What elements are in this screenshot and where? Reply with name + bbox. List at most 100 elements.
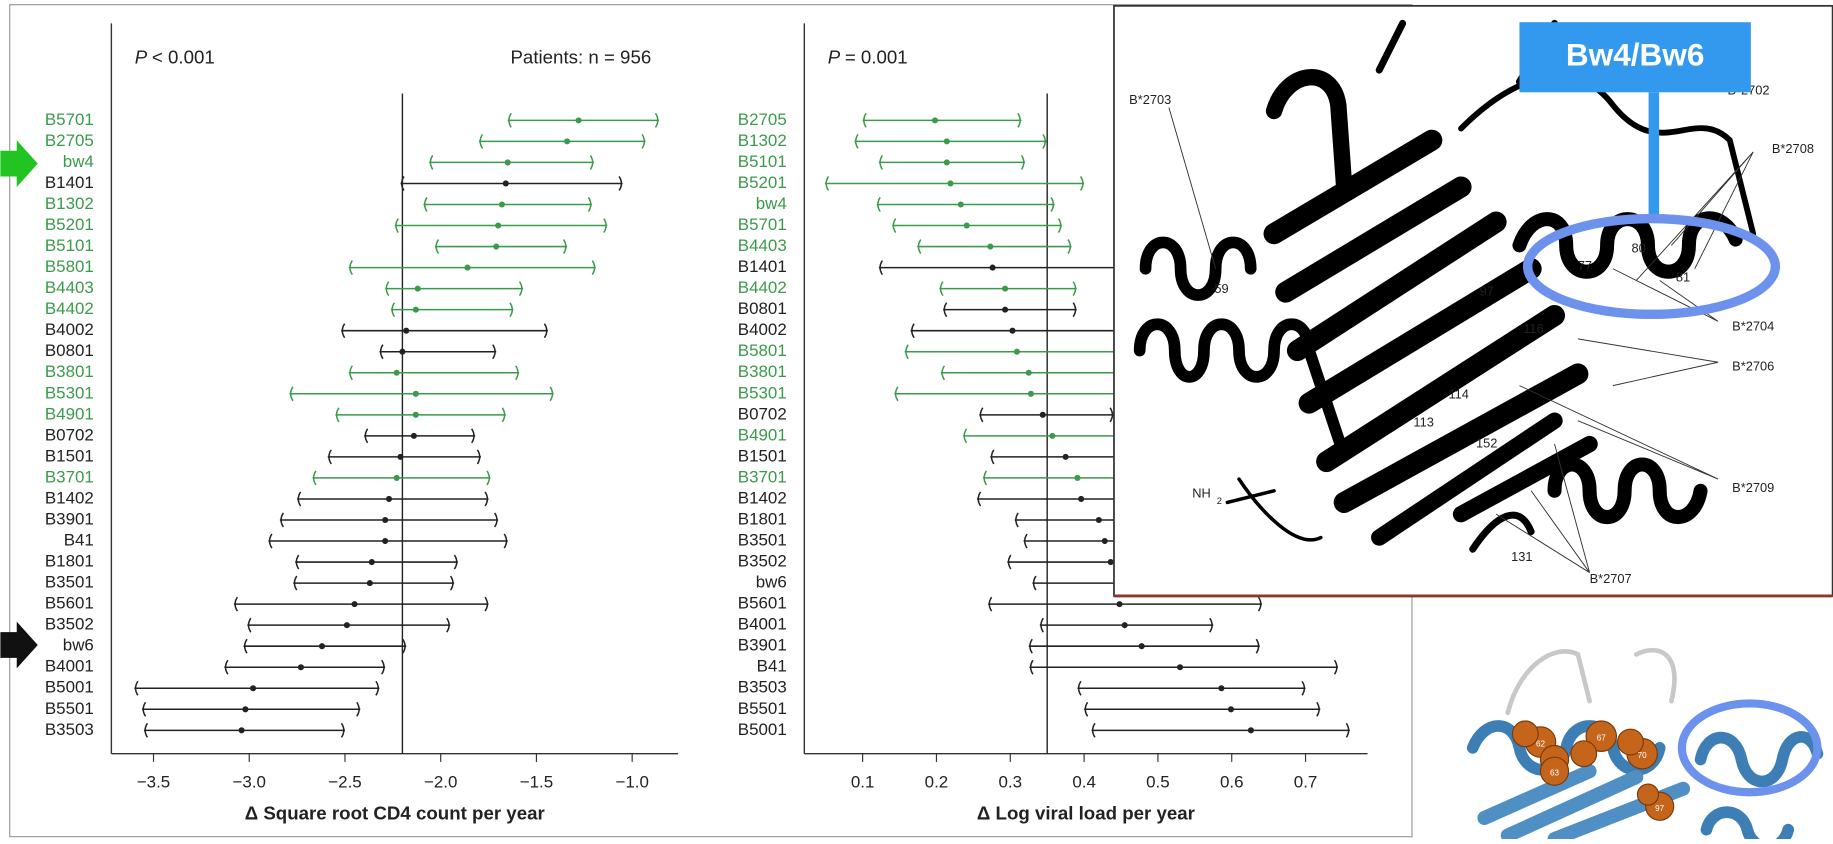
point-estimate xyxy=(413,307,419,313)
row-label: B5101 xyxy=(45,236,94,255)
row-label: B3801 xyxy=(45,362,94,381)
callout-text: Bw4/Bw6 xyxy=(1566,37,1705,73)
figure: −3.5−3.0−2.5−2.0−1.5−1.0Δ Square root CD… xyxy=(0,0,1833,839)
point-estimate xyxy=(493,244,499,250)
row-label: B1801 xyxy=(45,552,94,571)
point-estimate xyxy=(413,391,419,397)
point-estimate xyxy=(344,622,350,628)
row-label: B1402 xyxy=(738,488,787,507)
structure-label: 59 xyxy=(1214,281,1228,296)
point-estimate xyxy=(499,201,505,207)
point-estimate xyxy=(411,433,417,439)
row-label: B3503 xyxy=(738,678,787,697)
point-estimate xyxy=(944,159,950,165)
point-estimate xyxy=(239,727,245,733)
point-estimate xyxy=(1116,601,1122,607)
point-estimate xyxy=(319,643,325,649)
row-label: B3901 xyxy=(45,509,94,528)
row-label: B5101 xyxy=(738,152,787,171)
row-label: B41 xyxy=(757,657,787,676)
row-label: B5601 xyxy=(738,594,787,613)
x-axis-title: Δ Log viral load per year xyxy=(977,802,1195,823)
point-estimate xyxy=(399,349,405,355)
x-tick-label: 0.7 xyxy=(1294,772,1318,791)
atom-label: 70 xyxy=(1638,751,1648,760)
p-symbol: P xyxy=(828,46,841,67)
point-estimate xyxy=(1002,286,1008,292)
structure-label: B*2709 xyxy=(1732,480,1774,495)
x-tick-label: −3.5 xyxy=(137,772,170,791)
row-label: B5001 xyxy=(45,678,94,697)
structure-label: 113 xyxy=(1413,414,1433,429)
row-label: B1401 xyxy=(738,257,787,276)
point-estimate xyxy=(964,222,970,228)
point-estimate xyxy=(464,265,470,271)
structure-label: B*2706 xyxy=(1732,358,1774,373)
point-estimate xyxy=(1040,412,1046,418)
point-estimate xyxy=(990,265,996,271)
row-label: B2705 xyxy=(738,110,787,129)
structure-label: 81 xyxy=(1676,269,1690,284)
point-estimate xyxy=(1122,622,1128,628)
point-estimate xyxy=(1218,685,1224,691)
row-label: B4403 xyxy=(738,236,787,255)
page: {"chart_data": [ {"type": "forest", "sta… xyxy=(0,0,1833,839)
row-label: B5001 xyxy=(738,720,787,739)
structure-label: 97 xyxy=(1480,284,1494,299)
point-estimate xyxy=(394,475,400,481)
structure-2d: B*2703B*2702B*2708B*2704B*2706B*2709B*27… xyxy=(1114,6,1833,596)
structure-label: B*2707 xyxy=(1590,571,1632,586)
point-estimate xyxy=(495,222,501,228)
row-label: B4002 xyxy=(738,320,787,339)
point-estimate xyxy=(382,538,388,544)
row-label: B1801 xyxy=(738,509,787,528)
point-estimate xyxy=(1108,559,1114,565)
row-label: B41 xyxy=(64,530,94,549)
point-estimate xyxy=(397,454,403,460)
point-estimate xyxy=(503,180,509,186)
x-axis-title: Δ Square root CD4 count per year xyxy=(245,802,545,823)
point-estimate xyxy=(1014,349,1020,355)
point-estimate xyxy=(242,706,248,712)
row-label: B5801 xyxy=(45,257,94,276)
point-estimate xyxy=(987,244,993,250)
point-estimate xyxy=(386,496,392,502)
row-label: B1401 xyxy=(45,173,94,192)
point-estimate xyxy=(415,286,421,292)
point-estimate xyxy=(1102,538,1108,544)
row-label: B1501 xyxy=(45,446,94,465)
x-tick-label: 0.1 xyxy=(851,772,875,791)
structure-label: NH xyxy=(1192,486,1211,501)
point-estimate xyxy=(1177,664,1183,670)
atom-label: 67 xyxy=(1597,734,1607,743)
point-estimate xyxy=(1002,307,1008,313)
row-label: B0801 xyxy=(738,299,787,318)
row-label: B3503 xyxy=(45,720,94,739)
x-tick-label: −3.0 xyxy=(233,772,266,791)
row-label: B3801 xyxy=(738,362,787,381)
row-label: bw6 xyxy=(756,573,787,592)
row-label: B5201 xyxy=(738,173,787,192)
row-label: B1402 xyxy=(45,488,94,507)
x-tick-label: 0.3 xyxy=(998,772,1022,791)
row-label: B3502 xyxy=(45,615,94,634)
point-estimate xyxy=(958,201,964,207)
row-label: B3901 xyxy=(738,636,787,655)
x-tick-label: −2.5 xyxy=(328,772,361,791)
point-estimate xyxy=(352,601,358,607)
row-label: B4403 xyxy=(45,278,94,297)
row-label: B5801 xyxy=(738,341,787,360)
row-label: B2705 xyxy=(45,131,94,150)
point-estimate xyxy=(1078,496,1084,502)
structure-label: B*2704 xyxy=(1732,319,1774,334)
atom-label: 62 xyxy=(1536,740,1546,749)
point-estimate xyxy=(382,517,388,523)
row-label: B0801 xyxy=(45,341,94,360)
point-estimate xyxy=(1228,706,1234,712)
row-label: B4001 xyxy=(738,615,787,634)
atom-label: 97 xyxy=(1655,804,1665,813)
row-label: B3501 xyxy=(45,573,94,592)
row-label: B3701 xyxy=(45,467,94,486)
point-estimate xyxy=(1028,391,1034,397)
row-label: bw4 xyxy=(63,152,94,171)
